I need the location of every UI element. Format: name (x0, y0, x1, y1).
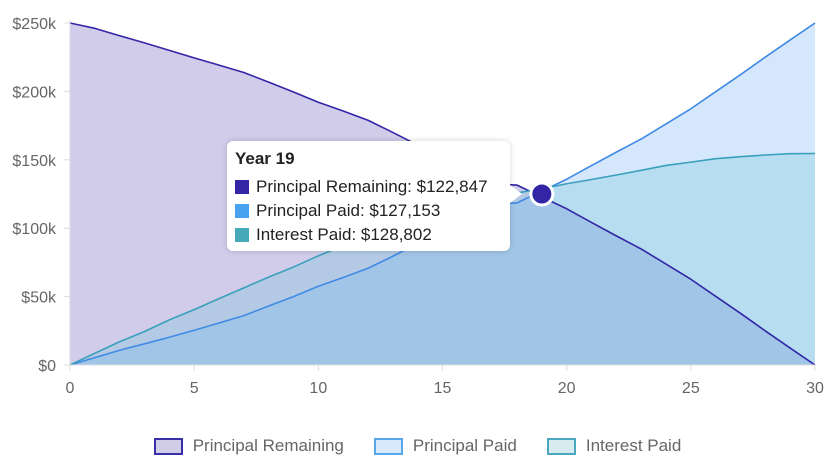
area-principal-paid (70, 23, 815, 365)
y-tick-label: $100k (12, 221, 57, 238)
tooltip-swatch-interest-paid (235, 228, 249, 242)
legend-swatch-principal-paid (373, 437, 403, 455)
tooltip-label-principal-paid: Principal Paid: $127,153 (256, 201, 441, 220)
tooltip-row-principal-remaining: Principal Remaining: $122,847 (235, 175, 502, 199)
chart-highlight (529, 181, 555, 207)
chart-tooltip: Year 19 Principal Remaining: $122,847 Pr… (227, 141, 522, 251)
tooltip-swatch-principal-paid (235, 204, 249, 218)
x-tick-label: 10 (309, 380, 327, 397)
legend-label-principal-paid: Principal Paid (412, 436, 517, 455)
legend-item-interest-paid[interactable]: Interest Paid (546, 436, 682, 456)
x-tick-label: 20 (558, 380, 576, 397)
legend-label-principal-remaining: Principal Remaining (192, 436, 344, 455)
tooltip-label-interest-paid: Interest Paid: $128,802 (256, 225, 432, 244)
y-tick-label: $0 (38, 358, 56, 375)
x-tick-label: 25 (682, 380, 700, 397)
chart-axes: $0 $50k $100k $150k $200k $250k 0 5 10 15 20 25 30 (12, 16, 824, 397)
tooltip-swatch-principal-remaining (235, 180, 249, 194)
legend-swatch-interest-paid (546, 437, 576, 455)
legend-label-interest-paid: Interest Paid (585, 436, 682, 455)
area-interest-paid (70, 153, 815, 365)
y-tick-label: $50k (21, 290, 57, 307)
x-tick-label: 0 (66, 380, 75, 397)
legend-swatch-principal-remaining (153, 437, 183, 455)
tooltip-title: Year 19 (235, 149, 295, 168)
legend-item-principal-remaining[interactable]: Principal Remaining (153, 436, 344, 456)
x-tick-label: 5 (190, 380, 199, 397)
y-tick-label: $150k (12, 153, 57, 170)
tooltip-label-principal-remaining: Principal Remaining: $122,847 (256, 177, 488, 196)
x-tick-label: 15 (434, 380, 452, 397)
legend-item-principal-paid[interactable]: Principal Paid (373, 436, 517, 456)
highlight-point (529, 181, 555, 207)
tooltip-row-interest-paid: Interest Paid: $128,802 (235, 223, 502, 247)
tooltip-row-principal-paid: Principal Paid: $127,153 (235, 199, 502, 223)
y-tick-label: $200k (12, 84, 57, 101)
y-tick-label: $250k (12, 16, 57, 33)
chart-legend: Principal Remaining Principal Paid Inter… (0, 432, 835, 460)
x-tick-label: 30 (806, 380, 824, 397)
